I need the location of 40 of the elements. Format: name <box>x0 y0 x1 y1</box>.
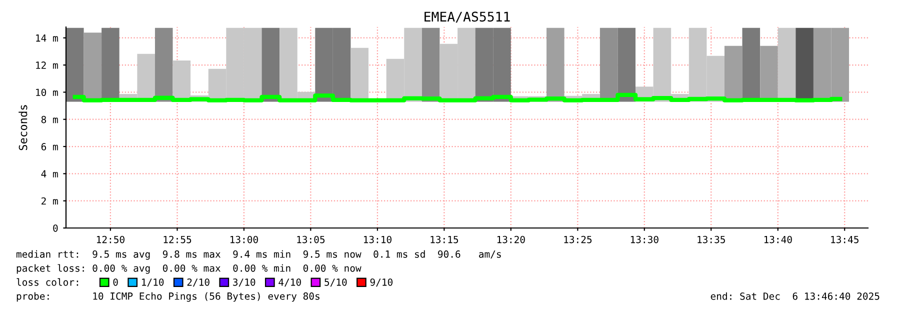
chart-title: EMEA/AS5511 <box>424 12 510 23</box>
x-tick-label: 13:35 <box>698 236 725 244</box>
text: median rtt: 9.5 ms avg 9.8 ms max 9.4 ms min 9.5 ms now 0.1 ms sd 90.6 am/s <box>16 250 501 260</box>
y-tick-label: 12 m <box>36 62 58 69</box>
text: probe: 10 ICMP Echo Pings (56 Bytes) every 80s <box>16 292 320 302</box>
legend-label: 2/10 <box>187 278 210 287</box>
y-tick-label: 8 m <box>41 116 58 124</box>
legend-label: 4/10 <box>278 278 301 287</box>
y-axis-title: Seconds <box>18 105 28 150</box>
legend-title: loss color: <box>16 278 78 286</box>
legend-label: 3/10 <box>233 278 256 287</box>
y-tick-label: 0 <box>53 224 58 232</box>
y-tick-label: 14 m <box>36 34 58 42</box>
x-tick-label: 12:50 <box>96 236 124 244</box>
legend-label: 9/10 <box>370 278 393 287</box>
y-tick-label: 2 m <box>42 197 58 205</box>
x-tick-label: 13:15 <box>430 236 458 244</box>
y-tick-label: 4 m <box>41 170 58 178</box>
x-tick-label: 12:55 <box>164 236 192 244</box>
bar <box>262 28 280 102</box>
x-tick-label: 13:40 <box>764 236 792 244</box>
bar <box>66 28 84 102</box>
text: packet loss: 0.00 % avg 0.00 % max 0.00 % min 0.00 % now <box>16 264 362 274</box>
x-tick-label: 13:20 <box>497 236 525 244</box>
y-tick-label: 6 m <box>41 143 58 150</box>
x-tick-label: 13:05 <box>297 236 325 244</box>
bar <box>546 28 564 102</box>
x-tick-label: 13:25 <box>564 236 592 244</box>
text: end: Sat Dec 6 13:46:40 2025 <box>710 292 880 300</box>
legend-label: 0 <box>113 278 118 286</box>
legend-label: 1/10 <box>142 278 164 287</box>
x-tick-label: 13:45 <box>831 236 858 244</box>
bar <box>154 28 173 102</box>
x-tick-label: 13:10 <box>364 236 392 244</box>
legend-label: 5/10 <box>324 278 347 287</box>
x-tick-label: 13:30 <box>630 236 658 244</box>
bar <box>422 28 440 102</box>
bar <box>618 28 636 102</box>
y-tick-label: 10 m <box>36 88 58 96</box>
x-tick-label: 13:00 <box>230 236 258 244</box>
